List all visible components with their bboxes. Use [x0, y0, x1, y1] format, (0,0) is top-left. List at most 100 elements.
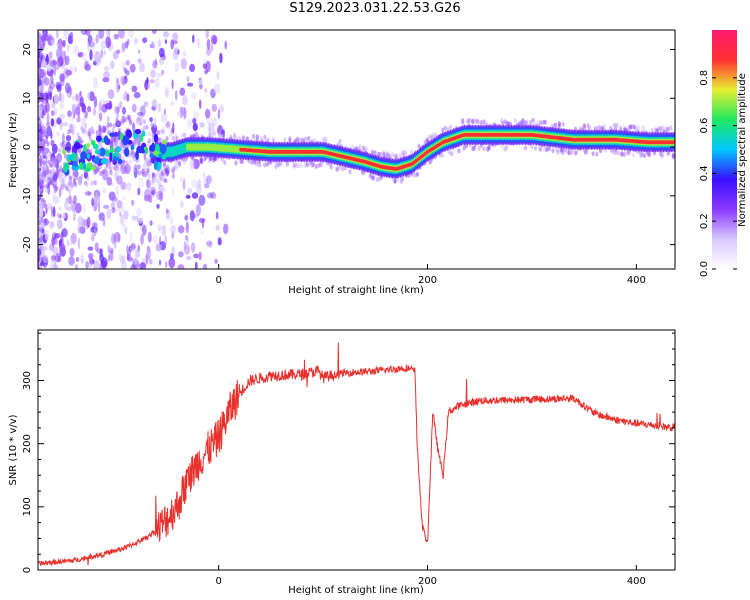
heatmap-cell	[665, 126, 669, 132]
heatmap-cell	[104, 166, 108, 172]
heatmap-cell	[171, 169, 175, 174]
heatmap-cell	[101, 169, 105, 175]
heatmap-cell	[202, 171, 206, 179]
colorbar-gradient	[712, 30, 737, 269]
heatmap-cell	[171, 79, 174, 90]
heatmap-cell	[110, 135, 117, 143]
heatmap-cell	[116, 120, 120, 126]
heatmap-cell	[70, 185, 74, 191]
colorbar: 0.0 0.2 0.4 0.6 0.8 Normalized spectral ampl…	[699, 30, 748, 277]
heatmap-cell	[401, 150, 405, 156]
heatmap-cell	[110, 142, 114, 148]
heatmap-cell	[67, 35, 74, 45]
heatmap-cell	[199, 122, 205, 128]
heatmap-cell	[129, 119, 133, 125]
heatmap-cell	[90, 126, 94, 132]
heatmap-cell	[64, 82, 71, 94]
heatmap-cell	[53, 188, 58, 194]
heatmap-cell	[38, 110, 42, 119]
heatmap-cell	[224, 40, 227, 50]
heatmap-cell	[175, 135, 179, 141]
heatmap-cell	[575, 149, 579, 155]
heatmap-cell	[70, 183, 74, 189]
heatmap-cell	[48, 52, 53, 60]
heatmap-cell	[149, 220, 153, 226]
heatmap-cell	[98, 101, 102, 112]
heatmap-cell	[56, 117, 62, 125]
heatmap-cell	[184, 156, 188, 162]
heatmap-cell	[71, 174, 75, 180]
heatmap-cell	[501, 120, 505, 126]
heatmap-cell	[417, 143, 421, 149]
heatmap-cell	[599, 148, 603, 154]
heatmap-cell	[195, 203, 201, 216]
heatmap-cell	[114, 171, 119, 181]
heatmap-cell	[55, 30, 59, 39]
heatmap-cell	[61, 228, 68, 238]
heatmap-cell	[528, 120, 533, 125]
heatmap-cell	[136, 116, 140, 122]
heatmap-cell	[50, 172, 54, 178]
heatmap-cell	[68, 175, 72, 180]
heatmap-cell	[195, 261, 198, 269]
heatmap-cell	[109, 132, 116, 137]
heatmap-cell	[199, 158, 203, 164]
heatmap-cell	[210, 155, 214, 161]
snr-y-tick-label: 100	[22, 497, 33, 516]
heatmap-cell	[142, 37, 148, 44]
heatmap-cell	[87, 44, 91, 52]
heatmap-cell	[186, 82, 194, 87]
heatmap-cell	[394, 153, 398, 159]
heatmap-cell	[127, 115, 132, 120]
heatmap-cell	[50, 180, 54, 186]
heatmap-cell	[38, 68, 41, 76]
heatmap-cell	[165, 136, 169, 142]
heatmap-cell	[53, 60, 60, 71]
colorbar-tick-label: 0.2	[699, 213, 710, 229]
heatmap-cell	[100, 158, 108, 165]
heatmap-cell	[142, 119, 147, 125]
heatmap-cell	[40, 43, 43, 53]
heatmap-cell	[54, 93, 60, 105]
heatmap-cell	[75, 257, 80, 262]
heatmap-cell	[132, 156, 137, 162]
heatmap-cell	[88, 253, 94, 260]
heatmap-cell	[49, 39, 55, 45]
heatmap-cell	[78, 255, 85, 263]
heatmap-cell	[279, 160, 283, 166]
heatmap-cell	[335, 166, 340, 172]
heatmap-cell	[107, 245, 111, 254]
heatmap-cell	[110, 196, 118, 202]
snr-y-tick-label: 300	[22, 371, 33, 390]
heatmap-cell	[66, 44, 70, 53]
heatmap-cell	[99, 264, 102, 269]
heatmap-cell	[109, 247, 114, 254]
heatmap-cell	[52, 206, 56, 218]
heatmap-cell	[103, 49, 106, 56]
heatmap-cell	[56, 169, 60, 175]
heatmap-cell	[60, 142, 64, 148]
heatmap-cell	[82, 127, 86, 133]
heatmap-cell	[129, 231, 134, 243]
heatmap-cell	[55, 236, 58, 246]
heatmap-cell	[81, 104, 87, 113]
heatmap-cell	[170, 101, 175, 106]
heatmap-cell	[561, 147, 565, 153]
heatmap-cell	[67, 241, 73, 246]
heatmap-cell	[49, 221, 55, 228]
heatmap-cell	[127, 249, 131, 260]
heatmap-cell	[172, 166, 176, 171]
heatmap-cell	[202, 63, 208, 70]
heatmap-cell	[102, 218, 106, 227]
heatmap-cell	[100, 170, 104, 177]
heatmap-cell	[122, 77, 126, 86]
heatmap-cell	[150, 122, 154, 128]
heatmap-cell	[129, 63, 136, 73]
heatmap-cell	[368, 173, 372, 179]
heatmap-cell	[164, 39, 167, 44]
heatmap-cell	[142, 125, 147, 131]
heatmap-cell	[205, 60, 211, 73]
heatmap-cell	[42, 150, 48, 156]
heatmap-cell	[151, 106, 156, 111]
heatmap-cell	[106, 130, 110, 136]
